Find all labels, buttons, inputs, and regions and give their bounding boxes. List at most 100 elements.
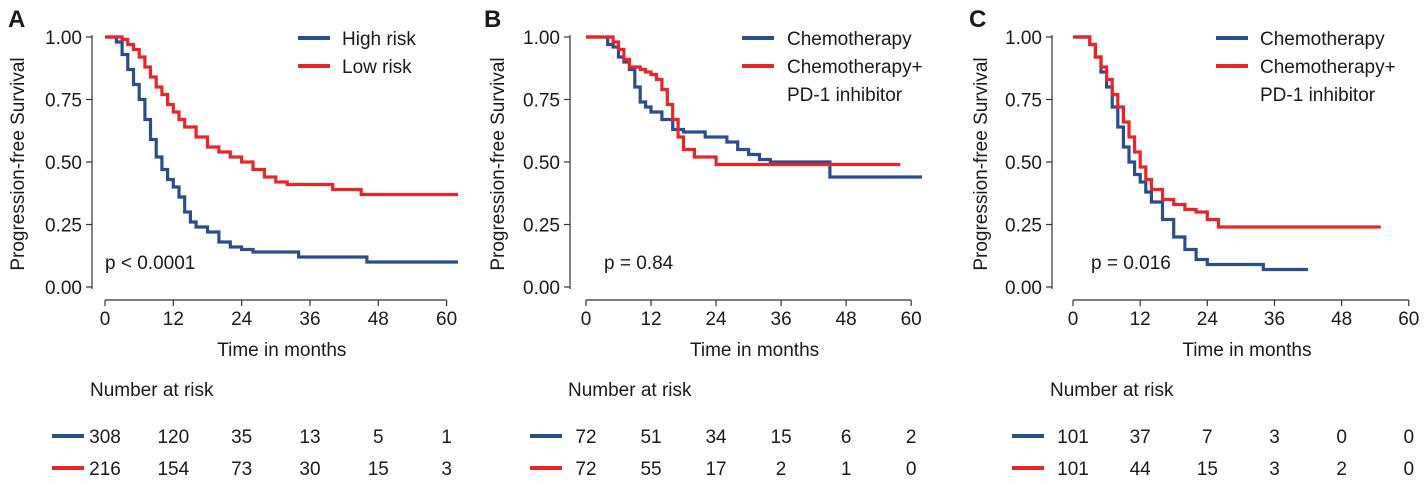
risk-count: 216 (89, 459, 121, 480)
x-tick-label: 24 (1197, 309, 1219, 330)
risk-count: 7 (1202, 427, 1213, 448)
y-tick-label: 0.75 (45, 91, 82, 112)
risk-count: 37 (1130, 427, 1151, 448)
y-axis-label: Progression-free Survival (488, 57, 509, 270)
risk-count: 2 (1336, 459, 1347, 480)
risk-count: 5 (373, 427, 384, 448)
y-tick-label: 0.00 (523, 278, 560, 299)
x-tick-label: 12 (640, 309, 661, 330)
x-tick-label: 60 (1398, 309, 1419, 330)
risk-count: 6 (841, 427, 852, 448)
risk-count: 101 (1057, 427, 1089, 448)
x-tick-label: 60 (901, 309, 922, 330)
risk-count: 51 (640, 427, 661, 448)
risk-count: 44 (1130, 459, 1152, 480)
x-axis-label: Time in months (1182, 340, 1311, 361)
risk-count: 73 (231, 459, 252, 480)
p-value: p = 0.016 (1091, 253, 1171, 274)
legend-label: Low risk (342, 57, 412, 78)
risk-count: 15 (368, 459, 389, 480)
risk-table-title: Number at risk (568, 380, 692, 401)
km-panel-a: A 0.00 0.25 0.50 0.75 1.00 0 12 24 36 48 60 Time in … (8, 6, 458, 480)
y-tick-label: 0.50 (1005, 153, 1042, 174)
survival-curve-red (105, 35, 458, 197)
panel-label: A (8, 6, 25, 33)
survival-curve-blue (586, 35, 922, 179)
risk-count: 1 (441, 427, 452, 448)
panel-label: B (484, 6, 501, 33)
risk-count: 35 (231, 427, 252, 448)
risk-count: 17 (705, 459, 726, 480)
risk-count: 2 (776, 459, 787, 480)
risk-count: 0 (1336, 427, 1347, 448)
survival-curve-blue (105, 35, 458, 264)
y-tick-label: 0.75 (1005, 91, 1042, 112)
x-tick-label: 24 (231, 309, 253, 330)
legend-label: High risk (342, 29, 416, 50)
y-tick-label: 0.00 (1005, 278, 1042, 299)
x-tick-label: 36 (1264, 309, 1285, 330)
x-tick-label: 48 (1331, 309, 1352, 330)
risk-count: 34 (705, 427, 727, 448)
x-axis-label: Time in months (217, 340, 346, 361)
x-tick-label: 12 (163, 309, 184, 330)
x-tick-label: 24 (705, 309, 727, 330)
x-tick-label: 60 (436, 309, 457, 330)
legend-label: Chemotherapy (787, 29, 912, 50)
risk-count: 308 (89, 427, 121, 448)
survival-curve-red (586, 35, 901, 167)
legend-label: Chemotherapy (1260, 29, 1385, 50)
risk-count: 30 (299, 459, 320, 480)
risk-count: 55 (640, 459, 661, 480)
survival-curve-red (1073, 35, 1381, 229)
risk-table-title: Number at risk (1050, 380, 1174, 401)
y-tick-label: 1.00 (523, 28, 560, 49)
x-tick-label: 0 (581, 309, 592, 330)
y-axis-label: Progression-free Survival (8, 57, 29, 270)
x-tick-label: 36 (771, 309, 792, 330)
risk-count: 120 (157, 427, 189, 448)
risk-count: 154 (157, 459, 189, 480)
risk-count: 2 (906, 427, 917, 448)
risk-count: 13 (299, 427, 320, 448)
risk-count: 3 (1269, 459, 1280, 480)
y-tick-label: 0.75 (523, 91, 560, 112)
risk-table-title: Number at risk (90, 380, 214, 401)
x-tick-label: 0 (100, 309, 111, 330)
risk-count: 1 (841, 459, 852, 480)
legend-label: Chemotherapy+ (1260, 57, 1396, 78)
risk-count: 15 (1197, 459, 1218, 480)
p-value: p < 0.0001 (105, 253, 195, 274)
y-tick-label: 0.50 (45, 153, 82, 174)
panel-label: C (969, 6, 986, 33)
legend-label: PD-1 inhibitor (1260, 85, 1376, 106)
x-tick-label: 0 (1068, 309, 1079, 330)
risk-count: 0 (906, 459, 917, 480)
legend-label: Chemotherapy+ (787, 57, 923, 78)
x-tick-label: 12 (1130, 309, 1151, 330)
risk-count: 101 (1057, 459, 1089, 480)
y-tick-label: 1.00 (1005, 28, 1042, 49)
x-axis-label: Time in months (690, 340, 819, 361)
risk-count: 72 (575, 427, 596, 448)
km-panel-c: C 0.00 0.25 0.50 0.75 1.00 0 12 24 36 48 60 Time in … (969, 6, 1419, 480)
y-tick-label: 0.50 (523, 153, 560, 174)
x-tick-label: 48 (836, 309, 857, 330)
risk-count: 3 (1269, 427, 1280, 448)
y-axis-label: Progression-free Survival (971, 57, 992, 270)
y-tick-label: 0.25 (523, 216, 560, 237)
risk-count: 0 (1404, 427, 1415, 448)
risk-count: 15 (771, 427, 792, 448)
y-tick-label: 0.25 (45, 216, 82, 237)
y-tick-label: 0.25 (1005, 216, 1042, 237)
x-tick-label: 48 (368, 309, 389, 330)
y-tick-label: 1.00 (45, 28, 82, 49)
risk-count: 72 (575, 459, 596, 480)
legend-label: PD-1 inhibitor (787, 85, 903, 106)
risk-count: 3 (441, 459, 452, 480)
y-tick-label: 0.00 (45, 278, 82, 299)
p-value: p = 0.84 (604, 253, 674, 274)
x-tick-label: 36 (299, 309, 320, 330)
